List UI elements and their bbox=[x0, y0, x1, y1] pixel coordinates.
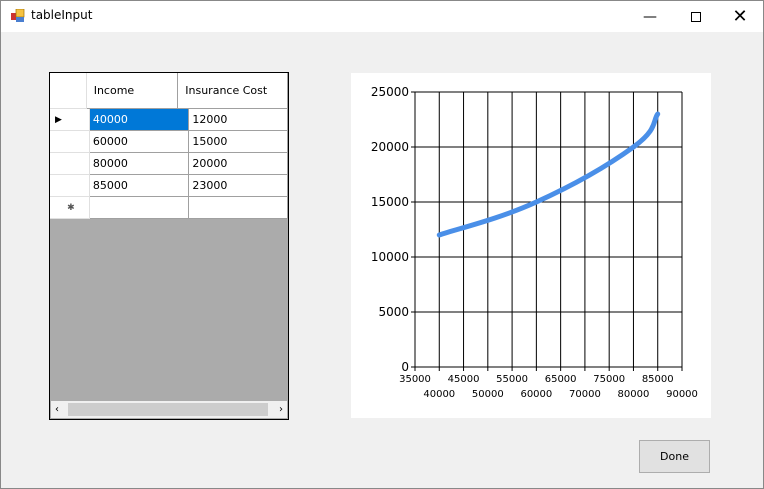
series-line bbox=[436, 111, 661, 238]
x-tick-label: 70000 bbox=[569, 389, 601, 400]
close-icon: ✕ bbox=[732, 6, 748, 27]
y-tick-label: 15000 bbox=[371, 195, 409, 209]
cell-income[interactable]: 60000 bbox=[89, 131, 190, 153]
x-tick-label: 65000 bbox=[545, 374, 577, 385]
cell-insurance-cost[interactable]: 23000 bbox=[189, 175, 288, 197]
minimize-icon: — bbox=[643, 8, 657, 25]
chart-area: 0 5000 10000 15000 20000 25000 35000 40000 45000… bbox=[351, 73, 711, 418]
row-header[interactable]: ▶ bbox=[50, 109, 90, 131]
minimize-button[interactable]: — bbox=[627, 1, 673, 32]
data-grid[interactable]: Income Insurance Cost ▶ 40000 12000 60000 15… bbox=[49, 72, 289, 420]
horizontal-scrollbar[interactable]: ‹ › bbox=[51, 401, 287, 418]
new-row[interactable]: ✱ bbox=[50, 197, 288, 219]
column-header-insurance-cost[interactable]: Insurance Cost bbox=[178, 73, 288, 109]
y-tick-label: 0 bbox=[401, 360, 409, 374]
y-tick-label: 10000 bbox=[371, 250, 409, 264]
scroll-right-icon[interactable]: › bbox=[279, 404, 283, 415]
cell-insurance-cost[interactable]: 12000 bbox=[189, 109, 288, 131]
row-header[interactable] bbox=[50, 175, 90, 197]
table-row[interactable]: 85000 23000 bbox=[50, 175, 288, 197]
x-tick-label: 50000 bbox=[472, 389, 504, 400]
app-icon bbox=[11, 9, 25, 22]
maximize-icon bbox=[691, 11, 701, 22]
cell-insurance-cost[interactable]: 20000 bbox=[189, 153, 288, 175]
new-row-icon: ✱ bbox=[50, 197, 90, 219]
cell-income[interactable]: 85000 bbox=[89, 175, 190, 197]
cell-insurance-cost[interactable]: 15000 bbox=[189, 131, 288, 153]
x-tick-label: 75000 bbox=[593, 374, 625, 385]
x-tick-label: 60000 bbox=[520, 389, 552, 400]
cell-income[interactable]: 40000 bbox=[89, 109, 190, 131]
x-tick-label: 85000 bbox=[642, 374, 674, 385]
x-tick-label: 35000 bbox=[399, 374, 431, 385]
column-header-income[interactable]: Income bbox=[86, 73, 179, 109]
header-row: Income Insurance Cost bbox=[50, 73, 288, 109]
x-tick-label: 55000 bbox=[496, 374, 528, 385]
scroll-left-icon[interactable]: ‹ bbox=[55, 404, 59, 415]
x-tick-label: 45000 bbox=[448, 374, 480, 385]
row-header[interactable] bbox=[50, 153, 90, 175]
x-tick-label: 90000 bbox=[666, 389, 698, 400]
window-title: tableInput bbox=[31, 8, 93, 22]
cell-income[interactable]: 80000 bbox=[89, 153, 190, 175]
table-row[interactable]: 80000 20000 bbox=[50, 153, 288, 175]
corner-header bbox=[50, 73, 87, 109]
row-header[interactable] bbox=[50, 131, 90, 153]
line-chart: 0 5000 10000 15000 20000 25000 35000 40000 45000… bbox=[371, 85, 698, 400]
scroll-thumb[interactable] bbox=[68, 403, 268, 416]
current-row-icon: ▶ bbox=[55, 114, 62, 125]
maximize-button[interactable] bbox=[673, 1, 719, 32]
y-tick-label: 25000 bbox=[371, 85, 409, 99]
cell[interactable] bbox=[189, 197, 288, 219]
done-button[interactable]: Done bbox=[639, 440, 710, 473]
title-bar: tableInput — ✕ bbox=[1, 1, 763, 32]
y-tick-label: 5000 bbox=[378, 305, 409, 319]
table-row[interactable]: 60000 15000 bbox=[50, 131, 288, 153]
close-button[interactable]: ✕ bbox=[717, 1, 763, 32]
x-tick-label: 40000 bbox=[423, 389, 455, 400]
table-row[interactable]: ▶ 40000 12000 bbox=[50, 109, 288, 131]
x-tick-label: 80000 bbox=[618, 389, 650, 400]
cell[interactable] bbox=[89, 197, 190, 219]
y-tick-label: 20000 bbox=[371, 140, 409, 154]
